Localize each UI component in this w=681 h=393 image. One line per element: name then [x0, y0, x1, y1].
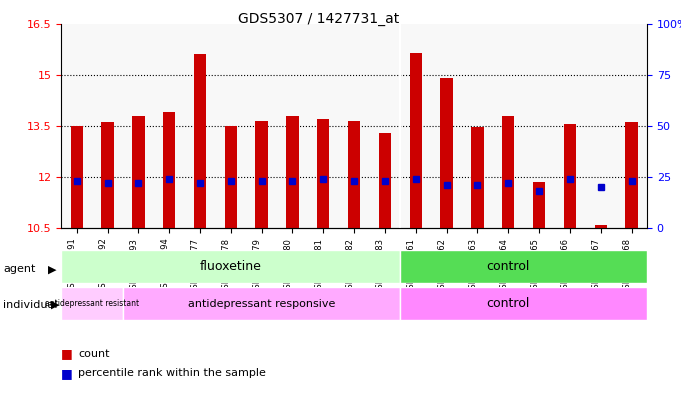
Bar: [625, 122, 637, 228]
Bar: [502, 116, 514, 228]
Bar: [286, 116, 299, 228]
Bar: [409, 53, 422, 228]
Bar: [132, 116, 144, 228]
Text: control: control: [486, 297, 530, 310]
FancyBboxPatch shape: [400, 250, 647, 283]
Bar: [533, 182, 545, 228]
Bar: [101, 122, 114, 228]
Text: control: control: [486, 260, 530, 273]
FancyBboxPatch shape: [61, 250, 400, 283]
Bar: [71, 126, 83, 228]
Bar: [595, 224, 607, 228]
Bar: [379, 132, 391, 228]
FancyBboxPatch shape: [400, 287, 647, 320]
Text: percentile rank within the sample: percentile rank within the sample: [78, 368, 266, 378]
Text: agent: agent: [3, 264, 36, 274]
Bar: [441, 78, 453, 228]
Bar: [255, 121, 268, 228]
Bar: [163, 112, 175, 228]
Bar: [317, 119, 330, 228]
FancyBboxPatch shape: [123, 287, 400, 320]
Bar: [564, 124, 576, 228]
Text: ▶: ▶: [48, 264, 56, 274]
Text: fluoxetine: fluoxetine: [200, 260, 262, 273]
Text: count: count: [78, 349, 110, 359]
Text: GDS5307 / 1427731_at: GDS5307 / 1427731_at: [238, 12, 400, 26]
Text: ■: ■: [61, 347, 73, 360]
FancyBboxPatch shape: [61, 287, 123, 320]
Text: ▶: ▶: [51, 299, 59, 310]
Bar: [471, 127, 484, 228]
Bar: [225, 126, 237, 228]
Text: individual: individual: [3, 299, 58, 310]
Bar: [194, 54, 206, 228]
Text: ■: ■: [61, 367, 73, 380]
Text: antidepressant responsive: antidepressant responsive: [188, 299, 335, 309]
Text: antidepressant resistant: antidepressant resistant: [45, 299, 139, 308]
Bar: [348, 121, 360, 228]
